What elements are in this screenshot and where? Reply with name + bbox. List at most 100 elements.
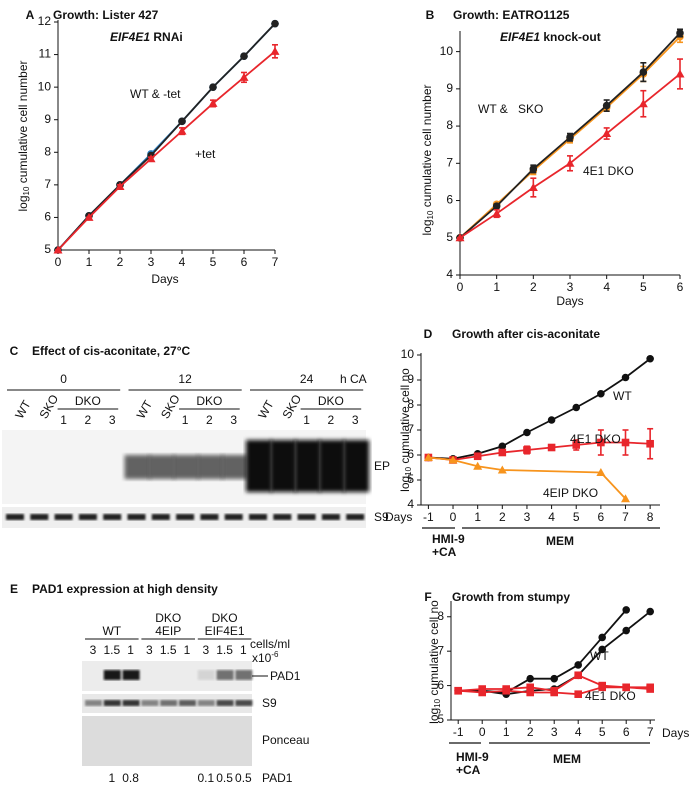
y-tick-label: 8	[407, 397, 414, 411]
panel-letter: D	[424, 327, 433, 341]
y-tick-label: 4	[407, 497, 414, 511]
point	[638, 99, 648, 108]
band	[197, 700, 215, 706]
band	[151, 514, 170, 520]
x-tick-label: 5	[210, 255, 217, 269]
time-unit: h CA	[340, 372, 367, 386]
x-tick-label: 3	[567, 280, 574, 294]
x-tick-label: 2	[117, 255, 124, 269]
band	[160, 700, 178, 706]
panel-letter: E	[10, 582, 18, 596]
blot-title: Effect of cis-aconitate, 27°C	[32, 344, 191, 358]
y-tick-label: 9	[44, 112, 51, 126]
y-tick-label: 8	[446, 118, 453, 132]
clone-label: 1	[303, 413, 310, 427]
condition-label: MEM	[546, 534, 574, 548]
x-tick-label: 3	[524, 510, 531, 524]
y-axis-label: log10 cumulative cell no	[398, 368, 415, 492]
point	[209, 83, 217, 91]
quantification-label: PAD1	[262, 771, 293, 785]
density-label: 1	[240, 643, 247, 657]
text-part: log	[16, 195, 30, 211]
point	[177, 126, 187, 135]
point	[208, 98, 218, 107]
condition-label: +CA	[456, 763, 481, 777]
x-tick-label: -1	[423, 510, 434, 524]
annotation: WT &	[478, 102, 508, 116]
y-tick-label: 6	[437, 678, 444, 692]
band	[235, 670, 253, 680]
point	[598, 633, 606, 642]
text-part: cumulative cell no	[427, 600, 441, 696]
text-part: EIF4E1	[500, 30, 540, 44]
point	[526, 674, 534, 683]
x-tick-label: 3	[551, 725, 558, 739]
band-label: EP	[374, 459, 390, 473]
band	[78, 514, 97, 520]
band	[273, 514, 292, 520]
band	[85, 700, 102, 706]
band	[197, 670, 215, 680]
point	[547, 443, 556, 452]
x-tick-label: 2	[499, 510, 506, 524]
lane-label: SKO	[37, 392, 62, 421]
point	[572, 403, 581, 412]
band	[343, 440, 370, 492]
band-label: Ponceau	[262, 733, 309, 747]
point	[597, 438, 605, 447]
point	[473, 461, 483, 470]
y-tick-label: 8	[437, 609, 444, 623]
point	[639, 68, 648, 76]
condition-label: HMI-9	[432, 532, 465, 546]
point	[622, 626, 630, 635]
text-part: x10	[252, 651, 272, 665]
band	[30, 514, 49, 520]
point	[646, 685, 654, 693]
text-part: log	[420, 219, 434, 235]
point	[84, 212, 94, 221]
point	[598, 645, 606, 654]
band	[122, 670, 140, 680]
band	[216, 670, 234, 680]
lane-label: DKO	[318, 394, 344, 408]
text-part: knock-out	[543, 30, 600, 44]
density-label: 3	[202, 643, 209, 657]
lane-label: SKO	[280, 392, 305, 421]
text-part: cumulative cell number	[16, 61, 30, 184]
point	[602, 129, 612, 138]
y-tick-label: 10	[440, 44, 454, 58]
panel-letter: A	[26, 8, 35, 22]
point	[622, 606, 630, 614]
x-tick-label: 4	[575, 725, 582, 739]
y-tick-label: 6	[44, 210, 51, 224]
y-tick-label: 5	[44, 242, 51, 256]
y-tick-label: 6	[407, 447, 414, 461]
point	[498, 448, 507, 457]
point	[550, 688, 558, 697]
point	[646, 439, 654, 448]
annotation: +tet	[195, 147, 216, 161]
text-part: log	[398, 476, 412, 492]
series-line	[57, 23, 276, 251]
point	[602, 101, 611, 110]
text-part: RNAi	[153, 30, 182, 44]
strain-label: WT	[102, 624, 121, 638]
point	[622, 683, 630, 692]
text-part: 10	[433, 698, 442, 707]
clone-label: 3	[352, 413, 359, 427]
x-tick-label: 7	[272, 255, 279, 269]
density-label: 1	[127, 643, 134, 657]
point	[596, 468, 606, 476]
x-tick-label: 1	[474, 510, 481, 524]
series-line	[428, 441, 651, 461]
point	[574, 690, 582, 698]
text-part: cumulative cell no	[398, 368, 412, 464]
lane-label: SKO	[158, 392, 183, 421]
band	[197, 455, 224, 479]
y-tick-label: 7	[407, 422, 414, 436]
text-part: -6	[271, 650, 279, 659]
band	[54, 514, 73, 520]
y-tick-label: 7	[446, 155, 453, 169]
point	[146, 154, 156, 163]
